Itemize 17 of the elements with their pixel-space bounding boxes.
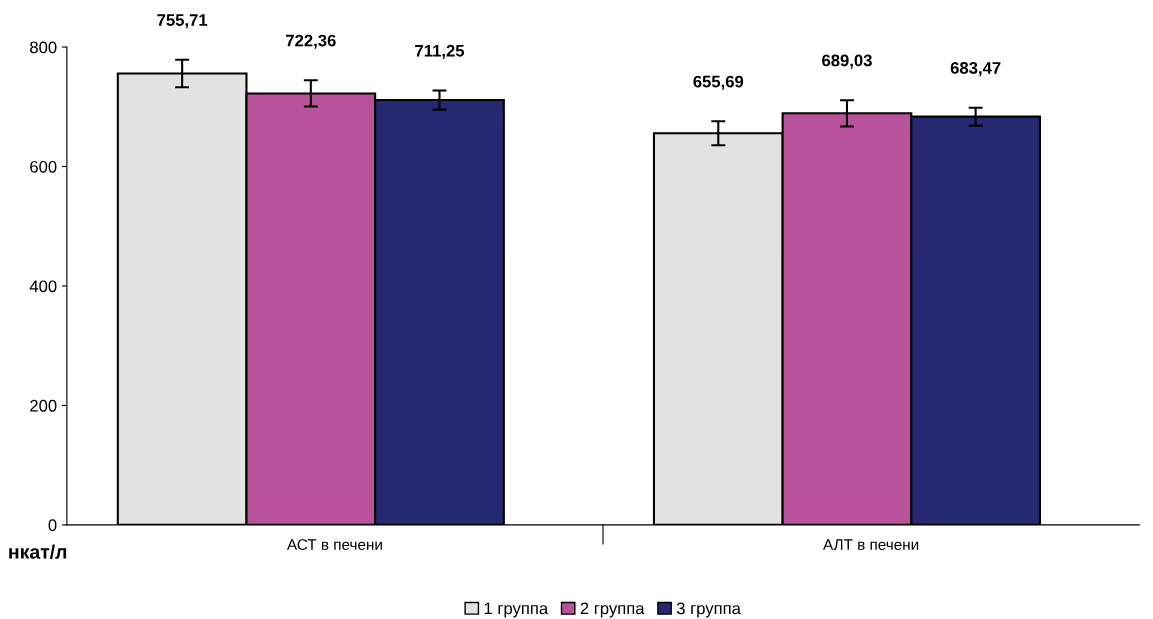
data-label: 689,03 [822, 54, 872, 69]
data-label: 722,36 [286, 34, 336, 49]
data-label: 683,47 [950, 62, 1001, 77]
y-tick-label: 600 [30, 160, 57, 173]
legend-label: 2 группа [580, 602, 645, 618]
x-tick-label: АЛТ в печени [823, 539, 919, 551]
y-tick-label: 800 [30, 41, 57, 54]
data-label: 655,69 [693, 75, 744, 90]
y-tick-label: 400 [29, 280, 57, 293]
y-tick-label: 0 [48, 519, 57, 532]
legend-label: 3 группа [676, 602, 741, 618]
data-label: 755,71 [157, 14, 208, 29]
y-axis-title: нкат/л [9, 544, 67, 559]
x-tick-label: АСТ в печени [286, 539, 382, 551]
data-label: 711,25 [415, 44, 465, 60]
y-tick-label: 200 [30, 399, 57, 412]
legend-label: 1 группа [484, 602, 549, 618]
